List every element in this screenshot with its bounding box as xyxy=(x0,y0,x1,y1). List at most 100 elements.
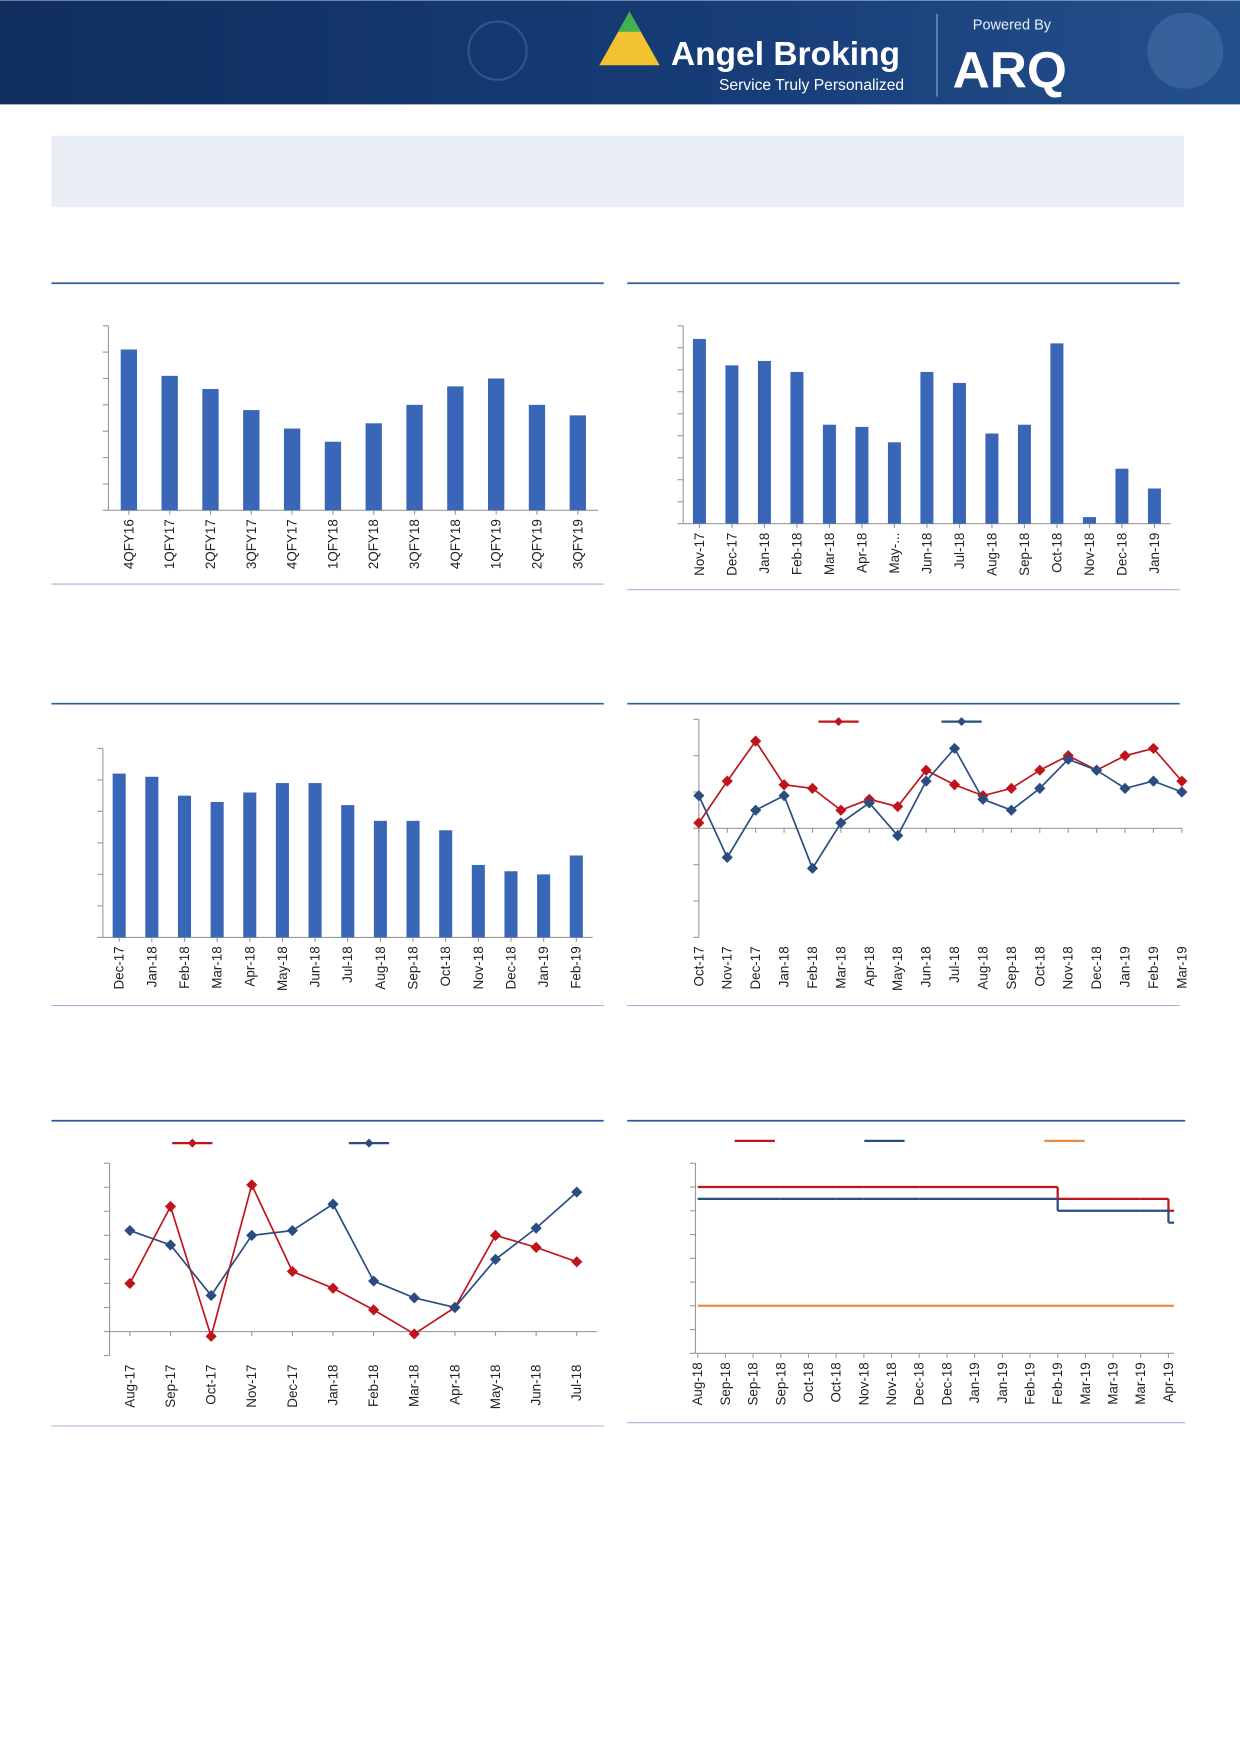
point-marker xyxy=(530,1241,542,1253)
x-tick-label: Nov-18 xyxy=(1082,533,1097,576)
x-tick-label: May-18 xyxy=(488,1365,503,1410)
point-marker xyxy=(489,1229,502,1241)
point-marker xyxy=(1034,764,1046,776)
bar xyxy=(373,820,387,938)
bar xyxy=(120,349,138,511)
point-marker xyxy=(449,1301,461,1314)
legend-marker xyxy=(834,717,844,727)
x-tick-label: Jan-19 xyxy=(995,1362,1010,1403)
bar xyxy=(537,874,551,938)
x-tick-label: Jun-18 xyxy=(919,533,934,574)
x-tick-label: Oct-17 xyxy=(691,946,706,986)
bar xyxy=(243,410,260,511)
x-tick-label: Sep-18 xyxy=(1004,946,1019,989)
point-marker xyxy=(205,1330,217,1342)
point-marker xyxy=(920,764,932,776)
bar xyxy=(1082,517,1096,524)
x-tick-label: Jan-19 xyxy=(1147,533,1162,574)
bar xyxy=(447,386,464,511)
bar xyxy=(1017,424,1031,524)
x-tick-label: Mar-18 xyxy=(822,533,837,575)
brand: Angel Broking xyxy=(671,36,900,73)
point-marker xyxy=(920,775,932,787)
bar xyxy=(471,864,485,938)
bar xyxy=(308,783,322,938)
powered-by: Powered By xyxy=(973,17,1052,33)
bar xyxy=(569,855,583,938)
point-marker xyxy=(1062,753,1074,765)
x-tick-label: Oct-18 xyxy=(1049,533,1064,573)
x-tick-label: Jan-19 xyxy=(536,946,551,987)
x-tick-label: Mar-19 xyxy=(1106,1362,1121,1404)
x-tick-label: 2QFY18 xyxy=(366,519,381,569)
x-tick-label: Mar-19 xyxy=(1174,946,1189,988)
x-tick-label: May-18 xyxy=(275,946,290,991)
x-tick-label: Dec-18 xyxy=(912,1362,927,1405)
x-tick-label: Oct-18 xyxy=(829,1362,844,1402)
series-line xyxy=(698,739,1183,824)
x-tick-label: 4QFY16 xyxy=(121,519,136,569)
x-tick-label: Mar-18 xyxy=(407,1365,422,1407)
x-tick-label: Oct-18 xyxy=(1032,946,1047,986)
x-tick-label: Jun-18 xyxy=(529,1365,544,1406)
x-tick-label: Jul-18 xyxy=(340,946,355,983)
point-marker xyxy=(164,1239,177,1251)
x-tick-label: Dec-18 xyxy=(1089,946,1104,989)
x-tick-label: Mar-18 xyxy=(833,946,848,988)
x-tick-label: Feb-19 xyxy=(569,946,584,988)
point-marker xyxy=(721,851,733,864)
legend-marker xyxy=(957,717,967,727)
x-tick-label: Aug-18 xyxy=(975,946,990,989)
x-tick-label: Dec-17 xyxy=(112,946,127,989)
x-tick-label: Sep-18 xyxy=(746,1362,761,1405)
point-marker xyxy=(286,1224,298,1237)
x-tick-label: Nov-18 xyxy=(471,946,486,989)
x-tick-label: Feb-19 xyxy=(1022,1362,1037,1404)
bar xyxy=(145,776,159,938)
x-tick-label: Jan-18 xyxy=(144,946,159,987)
point-marker xyxy=(948,742,961,755)
point-marker xyxy=(806,782,819,794)
x-tick-label: Apr-18 xyxy=(447,1365,462,1405)
bar xyxy=(855,426,869,524)
x-tick-label: Sep-18 xyxy=(406,946,421,989)
x-tick-label: Jul-18 xyxy=(569,1365,584,1402)
x-tick-label: 1QFY18 xyxy=(325,519,340,569)
x-tick-label: Dec-18 xyxy=(1114,533,1129,576)
point-marker xyxy=(948,779,961,791)
x-tick-label: Sep-18 xyxy=(718,1362,733,1405)
bar xyxy=(920,371,934,524)
x-tick-label: Aug-18 xyxy=(984,533,999,576)
x-tick-label: Apr-19 xyxy=(1161,1362,1176,1402)
bar xyxy=(528,404,546,511)
point-marker xyxy=(1147,742,1160,755)
point-marker xyxy=(571,1186,583,1198)
banner-decor xyxy=(467,20,528,81)
point-marker xyxy=(778,779,790,791)
x-tick-label: Feb-19 xyxy=(1146,946,1161,988)
bar xyxy=(243,792,257,938)
x-tick-label: Jul-18 xyxy=(947,946,962,983)
point-marker xyxy=(571,1256,583,1268)
point-marker xyxy=(1119,750,1131,762)
x-tick-label: Feb-18 xyxy=(366,1365,381,1407)
bar xyxy=(177,795,192,938)
x-tick-label: Nov-18 xyxy=(1061,946,1076,989)
x-tick-label: Oct-18 xyxy=(801,1362,816,1402)
x-tick-label: Dec-18 xyxy=(503,946,518,989)
x-tick-label: May-18 xyxy=(890,946,905,991)
point-marker xyxy=(489,1253,502,1265)
bar xyxy=(324,441,342,511)
bar xyxy=(275,783,289,938)
point-marker xyxy=(246,1179,258,1191)
bar xyxy=(757,360,771,524)
point-marker xyxy=(1147,775,1160,787)
point-marker xyxy=(1034,782,1046,794)
x-tick-label: 2QFY17 xyxy=(203,519,218,569)
x-tick-label: 3QFY18 xyxy=(407,519,422,569)
point-marker xyxy=(721,775,733,787)
series-line xyxy=(129,1191,578,1309)
x-tick-label: Aug-18 xyxy=(373,946,388,989)
legend-marker xyxy=(364,1138,374,1148)
bar xyxy=(1050,343,1064,524)
